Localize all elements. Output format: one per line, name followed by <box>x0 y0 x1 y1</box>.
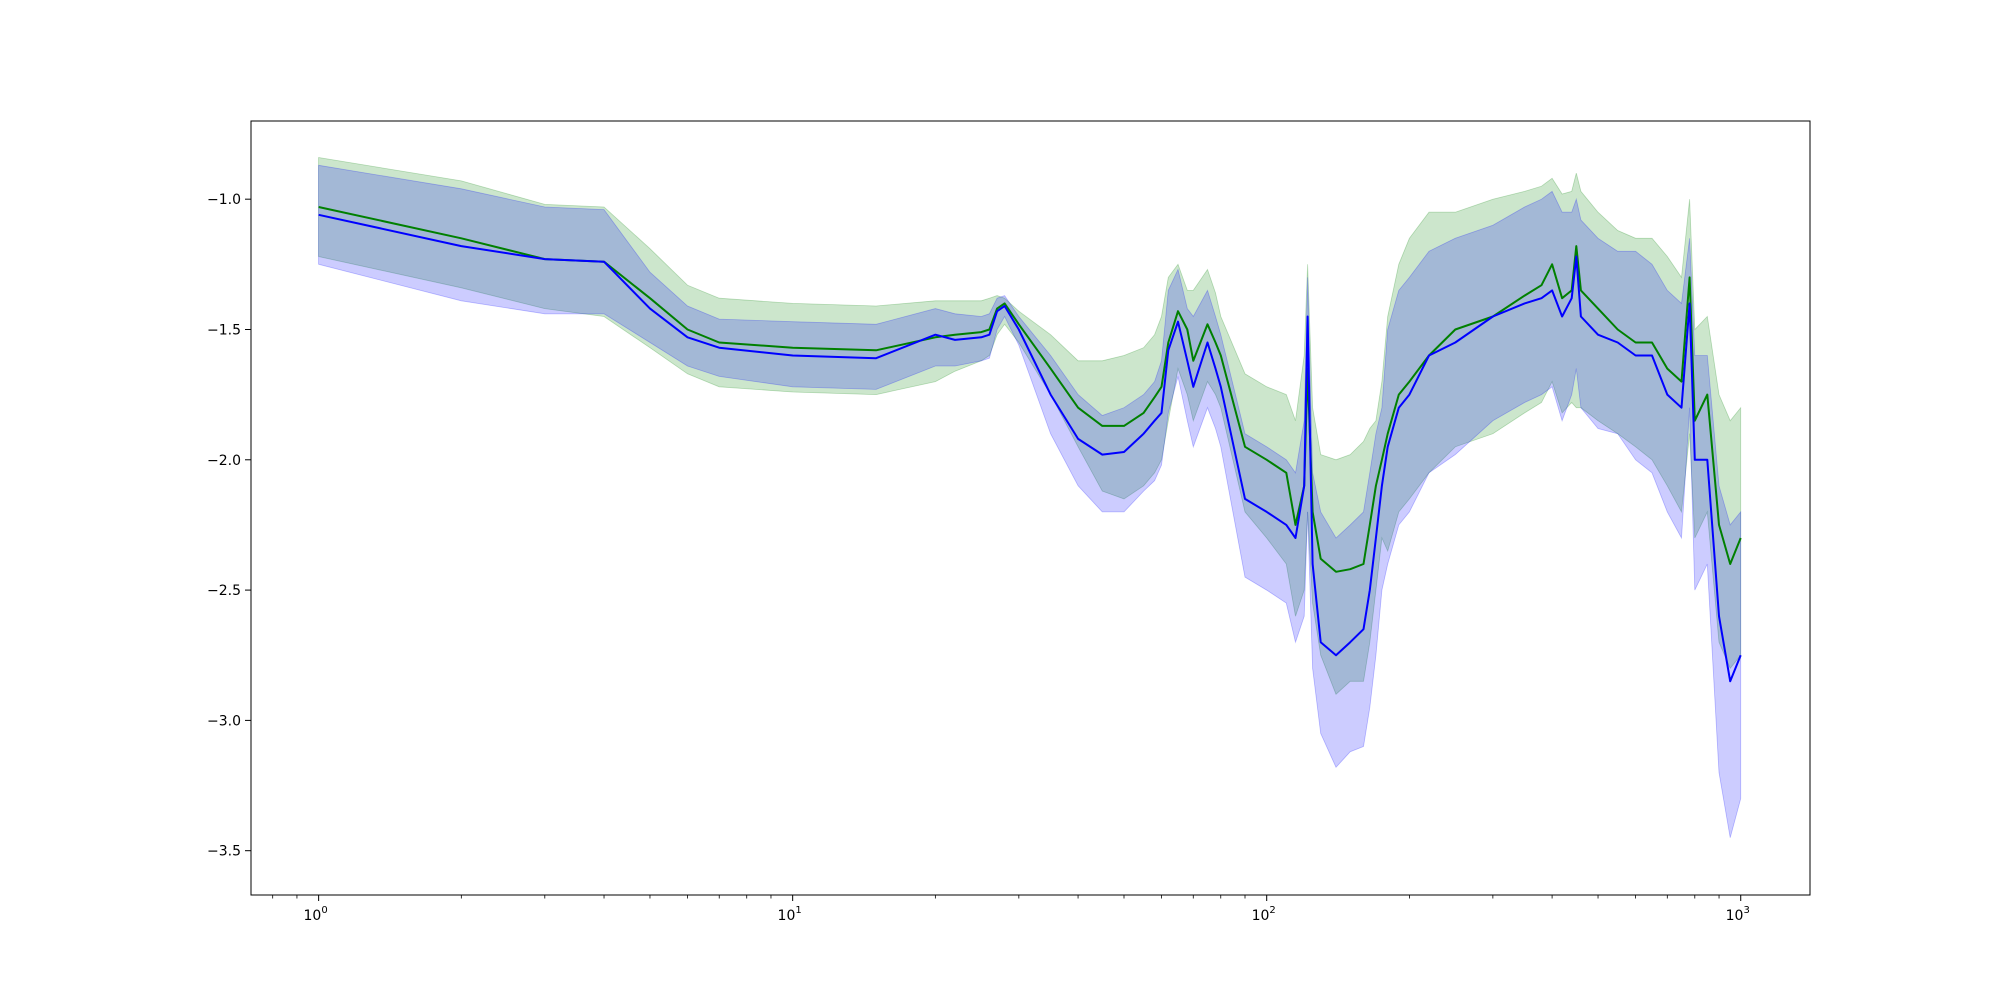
confidence-bands <box>318 157 1742 838</box>
x-tick-label-exponent: 2 <box>1269 905 1275 916</box>
y-tick-label: −1.5 <box>207 322 241 338</box>
y-axis: −1.0 −1.5 −2.0 −2.5 −3.0 −3.5 <box>207 192 251 860</box>
y-tick-label: −2.0 <box>207 453 241 469</box>
x-tick-label-exponent: 0 <box>321 905 327 916</box>
plot-area-frame <box>250 120 1811 896</box>
x-tick-label-base: 10 <box>778 908 796 924</box>
x-axis: 100 101 102 103 <box>272 895 1750 924</box>
x-tick-label: 102 <box>1252 905 1276 924</box>
y-tick-label: −3.5 <box>207 844 241 860</box>
y-tick-label: −2.5 <box>207 583 241 599</box>
x-tick-label: 101 <box>778 905 802 924</box>
x-tick-label-exponent: 3 <box>1743 905 1749 916</box>
y-tick-label: −3.0 <box>207 713 241 729</box>
x-tick-label: 103 <box>1726 905 1750 924</box>
series-1-line <box>318 213 1742 683</box>
y-tick-label: −1.0 <box>207 192 241 208</box>
x-tick-label-base: 10 <box>304 908 322 924</box>
x-tick-label: 100 <box>304 905 328 924</box>
x-tick-label-base: 10 <box>1252 908 1270 924</box>
x-tick-label-base: 10 <box>1726 908 1744 924</box>
series-1-band <box>318 164 1742 838</box>
series-lines <box>318 206 1742 683</box>
x-tick-label-exponent: 1 <box>795 905 801 916</box>
